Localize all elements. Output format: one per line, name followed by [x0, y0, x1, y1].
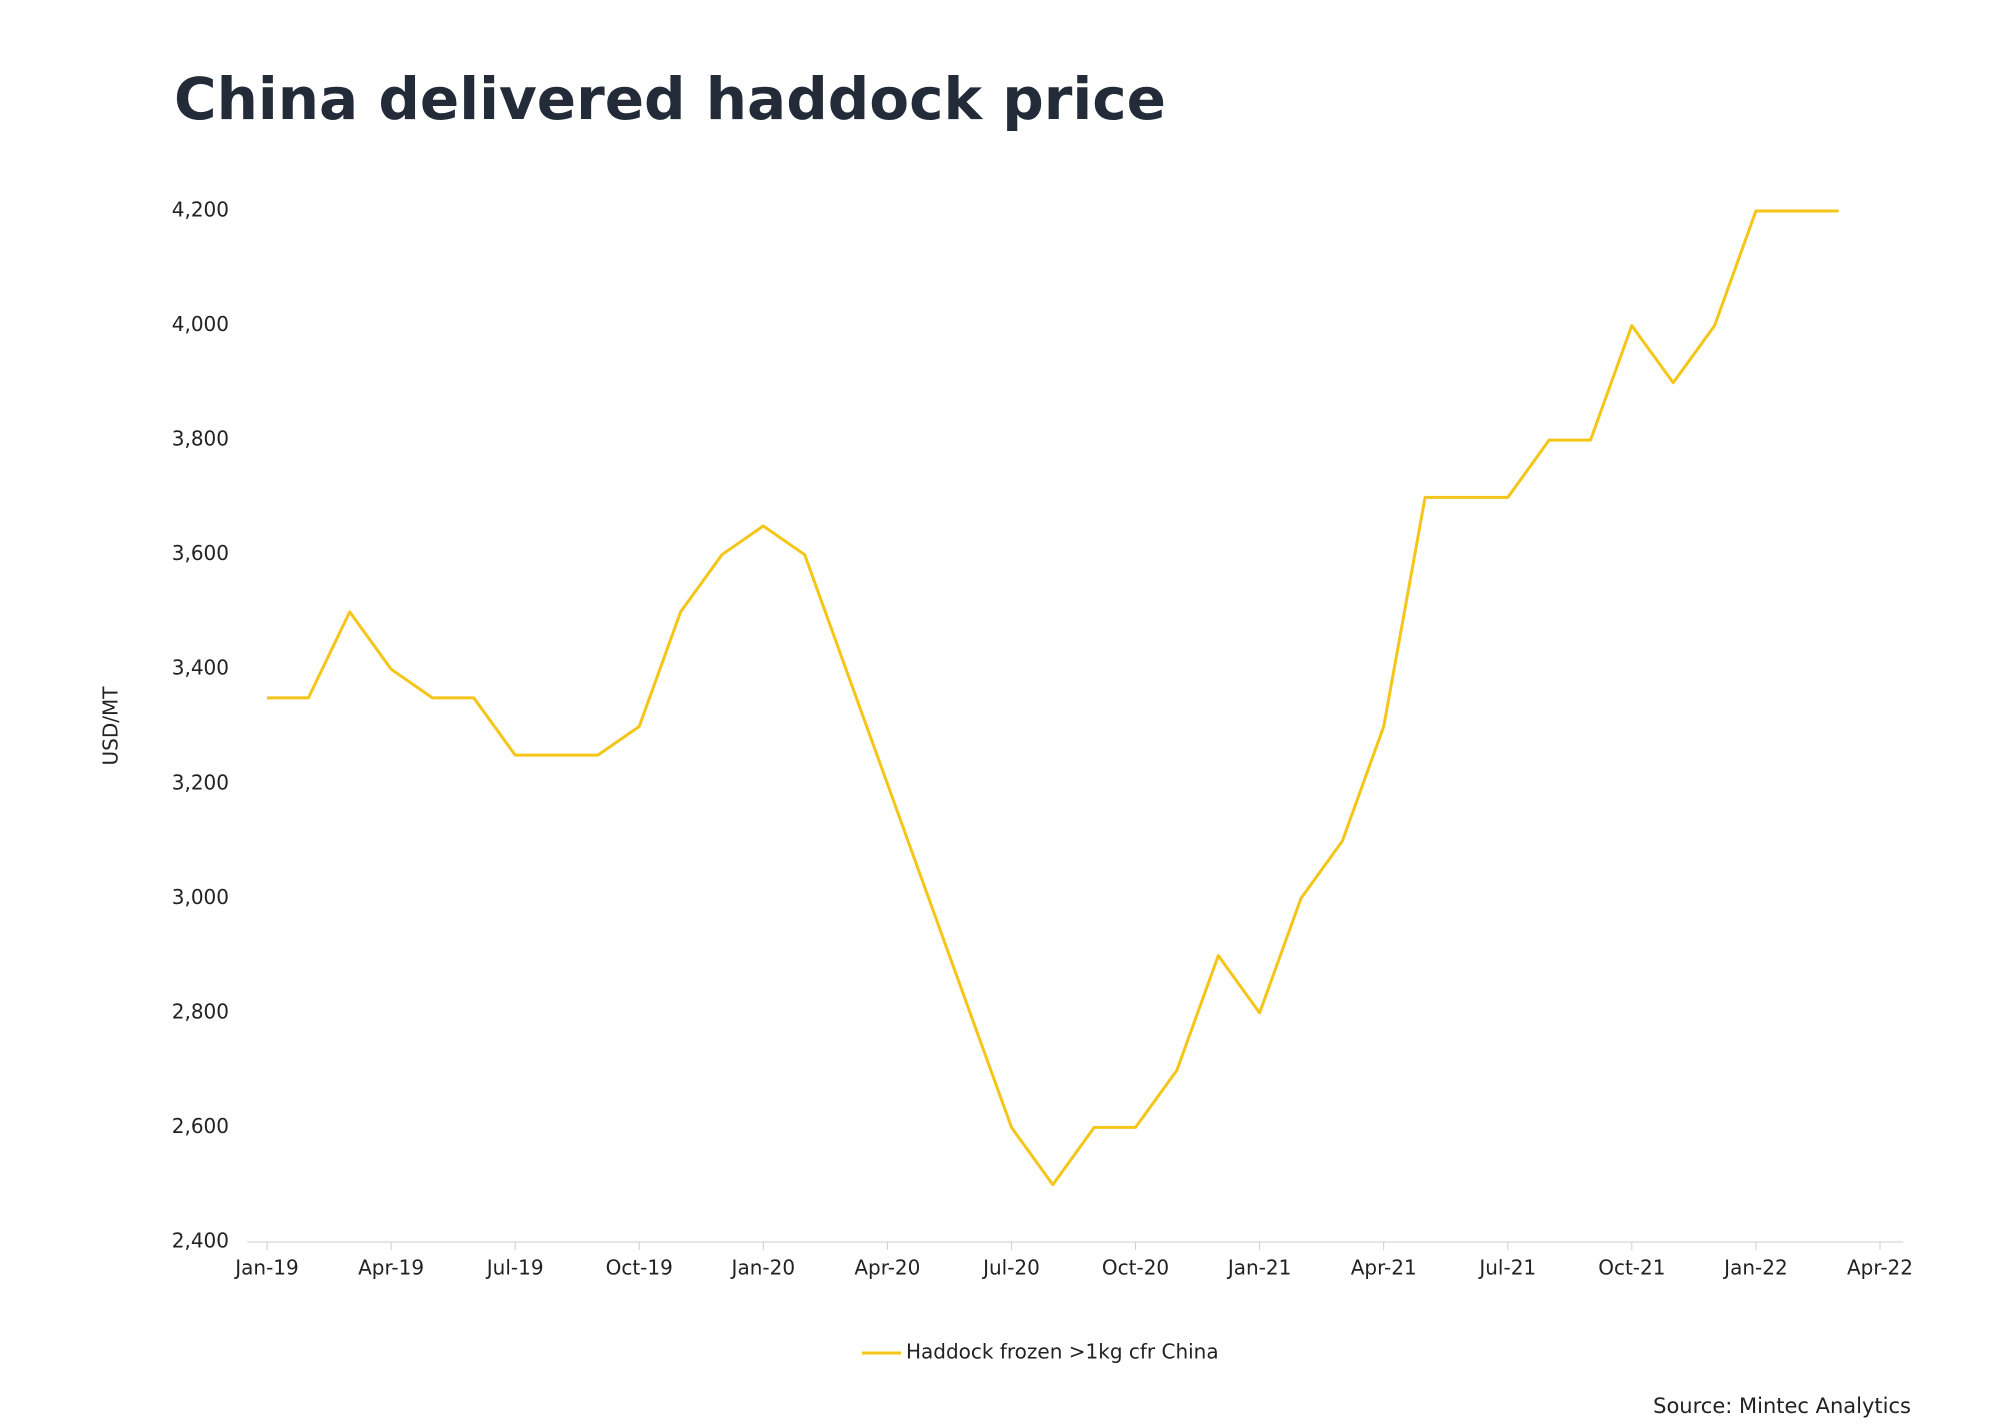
y-tick-label: 4,000: [172, 312, 229, 336]
y-tick-label: 2,400: [172, 1229, 229, 1253]
y-tick-label: 2,600: [172, 1114, 229, 1138]
x-tick-label: Apr-20: [854, 1256, 920, 1280]
x-tick-label: Apr-19: [358, 1256, 424, 1280]
y-tick-label: 3,800: [172, 427, 229, 451]
x-tick-label: Apr-22: [1847, 1256, 1913, 1280]
x-tick-label: Jan-21: [1226, 1256, 1292, 1280]
x-tick-label: Jul-21: [1477, 1256, 1536, 1280]
y-axis-label: USD/MT: [99, 686, 123, 766]
x-tick-label: Oct-19: [606, 1256, 673, 1280]
source: Source: Mintec Analytics: [1653, 1394, 1911, 1418]
y-tick-label: 3,400: [172, 656, 229, 680]
y-tick-label: 4,200: [172, 198, 229, 222]
series-line: [267, 209, 1839, 1187]
y-tick-label: 3,000: [172, 885, 229, 909]
y-tick-label: 2,800: [172, 999, 229, 1023]
y-tick-label: 3,600: [172, 541, 229, 565]
x-tick-label: Jan-20: [730, 1256, 796, 1280]
x-tick-label: Jul-20: [981, 1256, 1040, 1280]
x-tick-label: Oct-21: [1598, 1256, 1665, 1280]
chart-title: China delivered haddock price: [174, 65, 1166, 133]
x-tick-label: Jan-19: [233, 1256, 299, 1280]
x-tick-label: Jul-19: [485, 1256, 544, 1280]
x-tick-label: Oct-20: [1102, 1256, 1169, 1280]
x-tick-label: Jan-22: [1722, 1256, 1788, 1280]
y-tick-label: 3,200: [172, 770, 229, 794]
x-tick-label: Apr-21: [1351, 1256, 1417, 1280]
legend-label: Haddock frozen >1kg cfr China: [906, 1340, 1219, 1364]
